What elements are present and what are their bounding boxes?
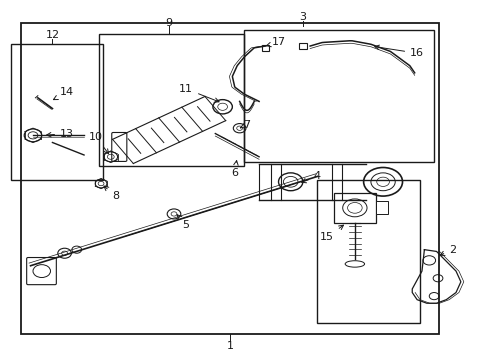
Text: 16: 16 bbox=[374, 45, 423, 58]
Text: 15: 15 bbox=[320, 225, 343, 242]
Text: 3: 3 bbox=[299, 13, 305, 22]
Bar bbox=[244, 30, 433, 162]
Text: 7: 7 bbox=[240, 120, 250, 130]
FancyBboxPatch shape bbox=[27, 257, 56, 285]
Text: 11: 11 bbox=[179, 84, 219, 102]
Bar bbox=[21, 23, 438, 334]
Text: 9: 9 bbox=[165, 18, 172, 28]
Bar bbox=[11, 44, 103, 180]
Text: 8: 8 bbox=[104, 186, 119, 201]
Bar bbox=[99, 33, 244, 166]
Text: 1: 1 bbox=[226, 341, 233, 351]
Text: 5: 5 bbox=[177, 215, 189, 230]
Bar bbox=[298, 43, 306, 49]
Text: 17: 17 bbox=[265, 37, 285, 48]
Text: 14: 14 bbox=[53, 87, 74, 100]
Text: 2: 2 bbox=[439, 245, 455, 256]
Text: 6: 6 bbox=[231, 161, 238, 178]
FancyBboxPatch shape bbox=[112, 132, 126, 161]
Bar bbox=[317, 180, 419, 323]
Bar bbox=[334, 193, 375, 223]
Bar bbox=[261, 45, 269, 51]
Bar bbox=[375, 202, 387, 214]
Text: 10: 10 bbox=[89, 132, 108, 154]
Text: 13: 13 bbox=[46, 129, 74, 139]
Text: 12: 12 bbox=[45, 30, 60, 40]
Text: 4: 4 bbox=[301, 171, 320, 183]
